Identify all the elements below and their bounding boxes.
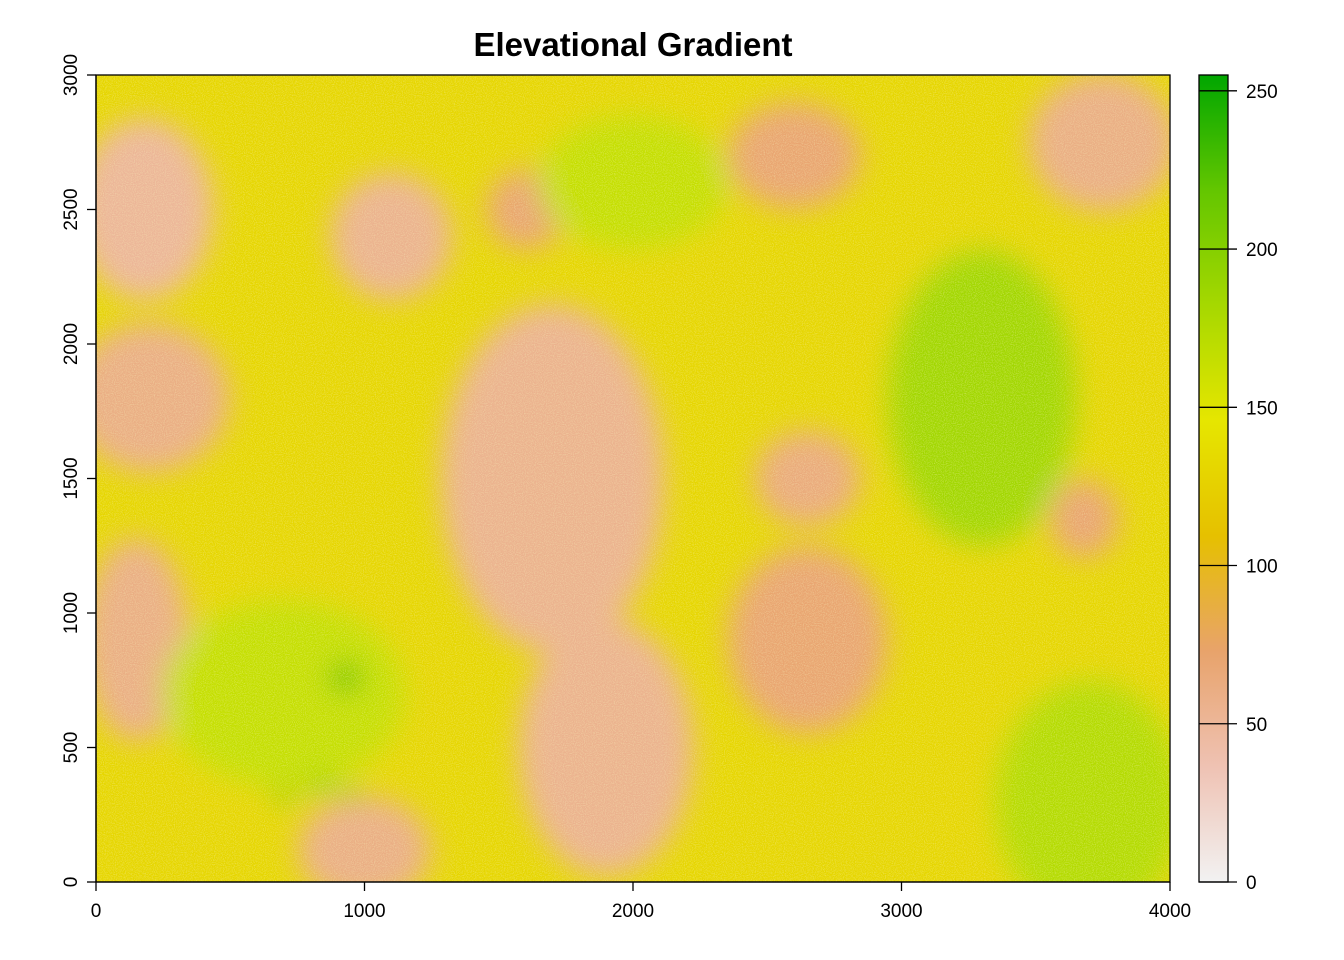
- y-tick-label: 0: [61, 877, 82, 888]
- chart-title: Elevational Gradient: [473, 26, 792, 63]
- raster-texture-noise: [96, 75, 1170, 882]
- legend-tick-label: 200: [1246, 240, 1278, 261]
- y-tick-label: 1500: [61, 457, 82, 499]
- raster-plot-area: [96, 75, 1170, 882]
- x-axis: 0 1000 2000 3000 4000: [91, 881, 1191, 922]
- y-axis: 0 500 1000 1500 2000 2500 3000: [61, 54, 97, 888]
- legend-tick-label: 0: [1246, 873, 1257, 894]
- legend-tick-label: 250: [1246, 82, 1278, 103]
- x-tick-label: 4000: [1149, 901, 1191, 922]
- x-tick-label: 3000: [880, 901, 922, 922]
- y-tick-label: 1000: [61, 592, 82, 634]
- y-tick-label: 3000: [61, 54, 82, 96]
- x-tick-label: 1000: [343, 901, 385, 922]
- x-tick-label: 2000: [612, 901, 654, 922]
- legend-tick-label: 150: [1246, 398, 1278, 419]
- color-legend: 0 50 100 150 200 250: [1198, 74, 1278, 894]
- y-tick-label: 2000: [61, 323, 82, 365]
- y-tick-label: 2500: [61, 188, 82, 230]
- legend-tick-label: 50: [1246, 715, 1267, 736]
- x-tick-label: 0: [91, 901, 102, 922]
- legend-color-bar: [1199, 75, 1228, 882]
- legend-frame: [1198, 74, 1229, 883]
- y-tick-label: 500: [61, 732, 82, 764]
- legend-tick-label: 100: [1246, 557, 1278, 578]
